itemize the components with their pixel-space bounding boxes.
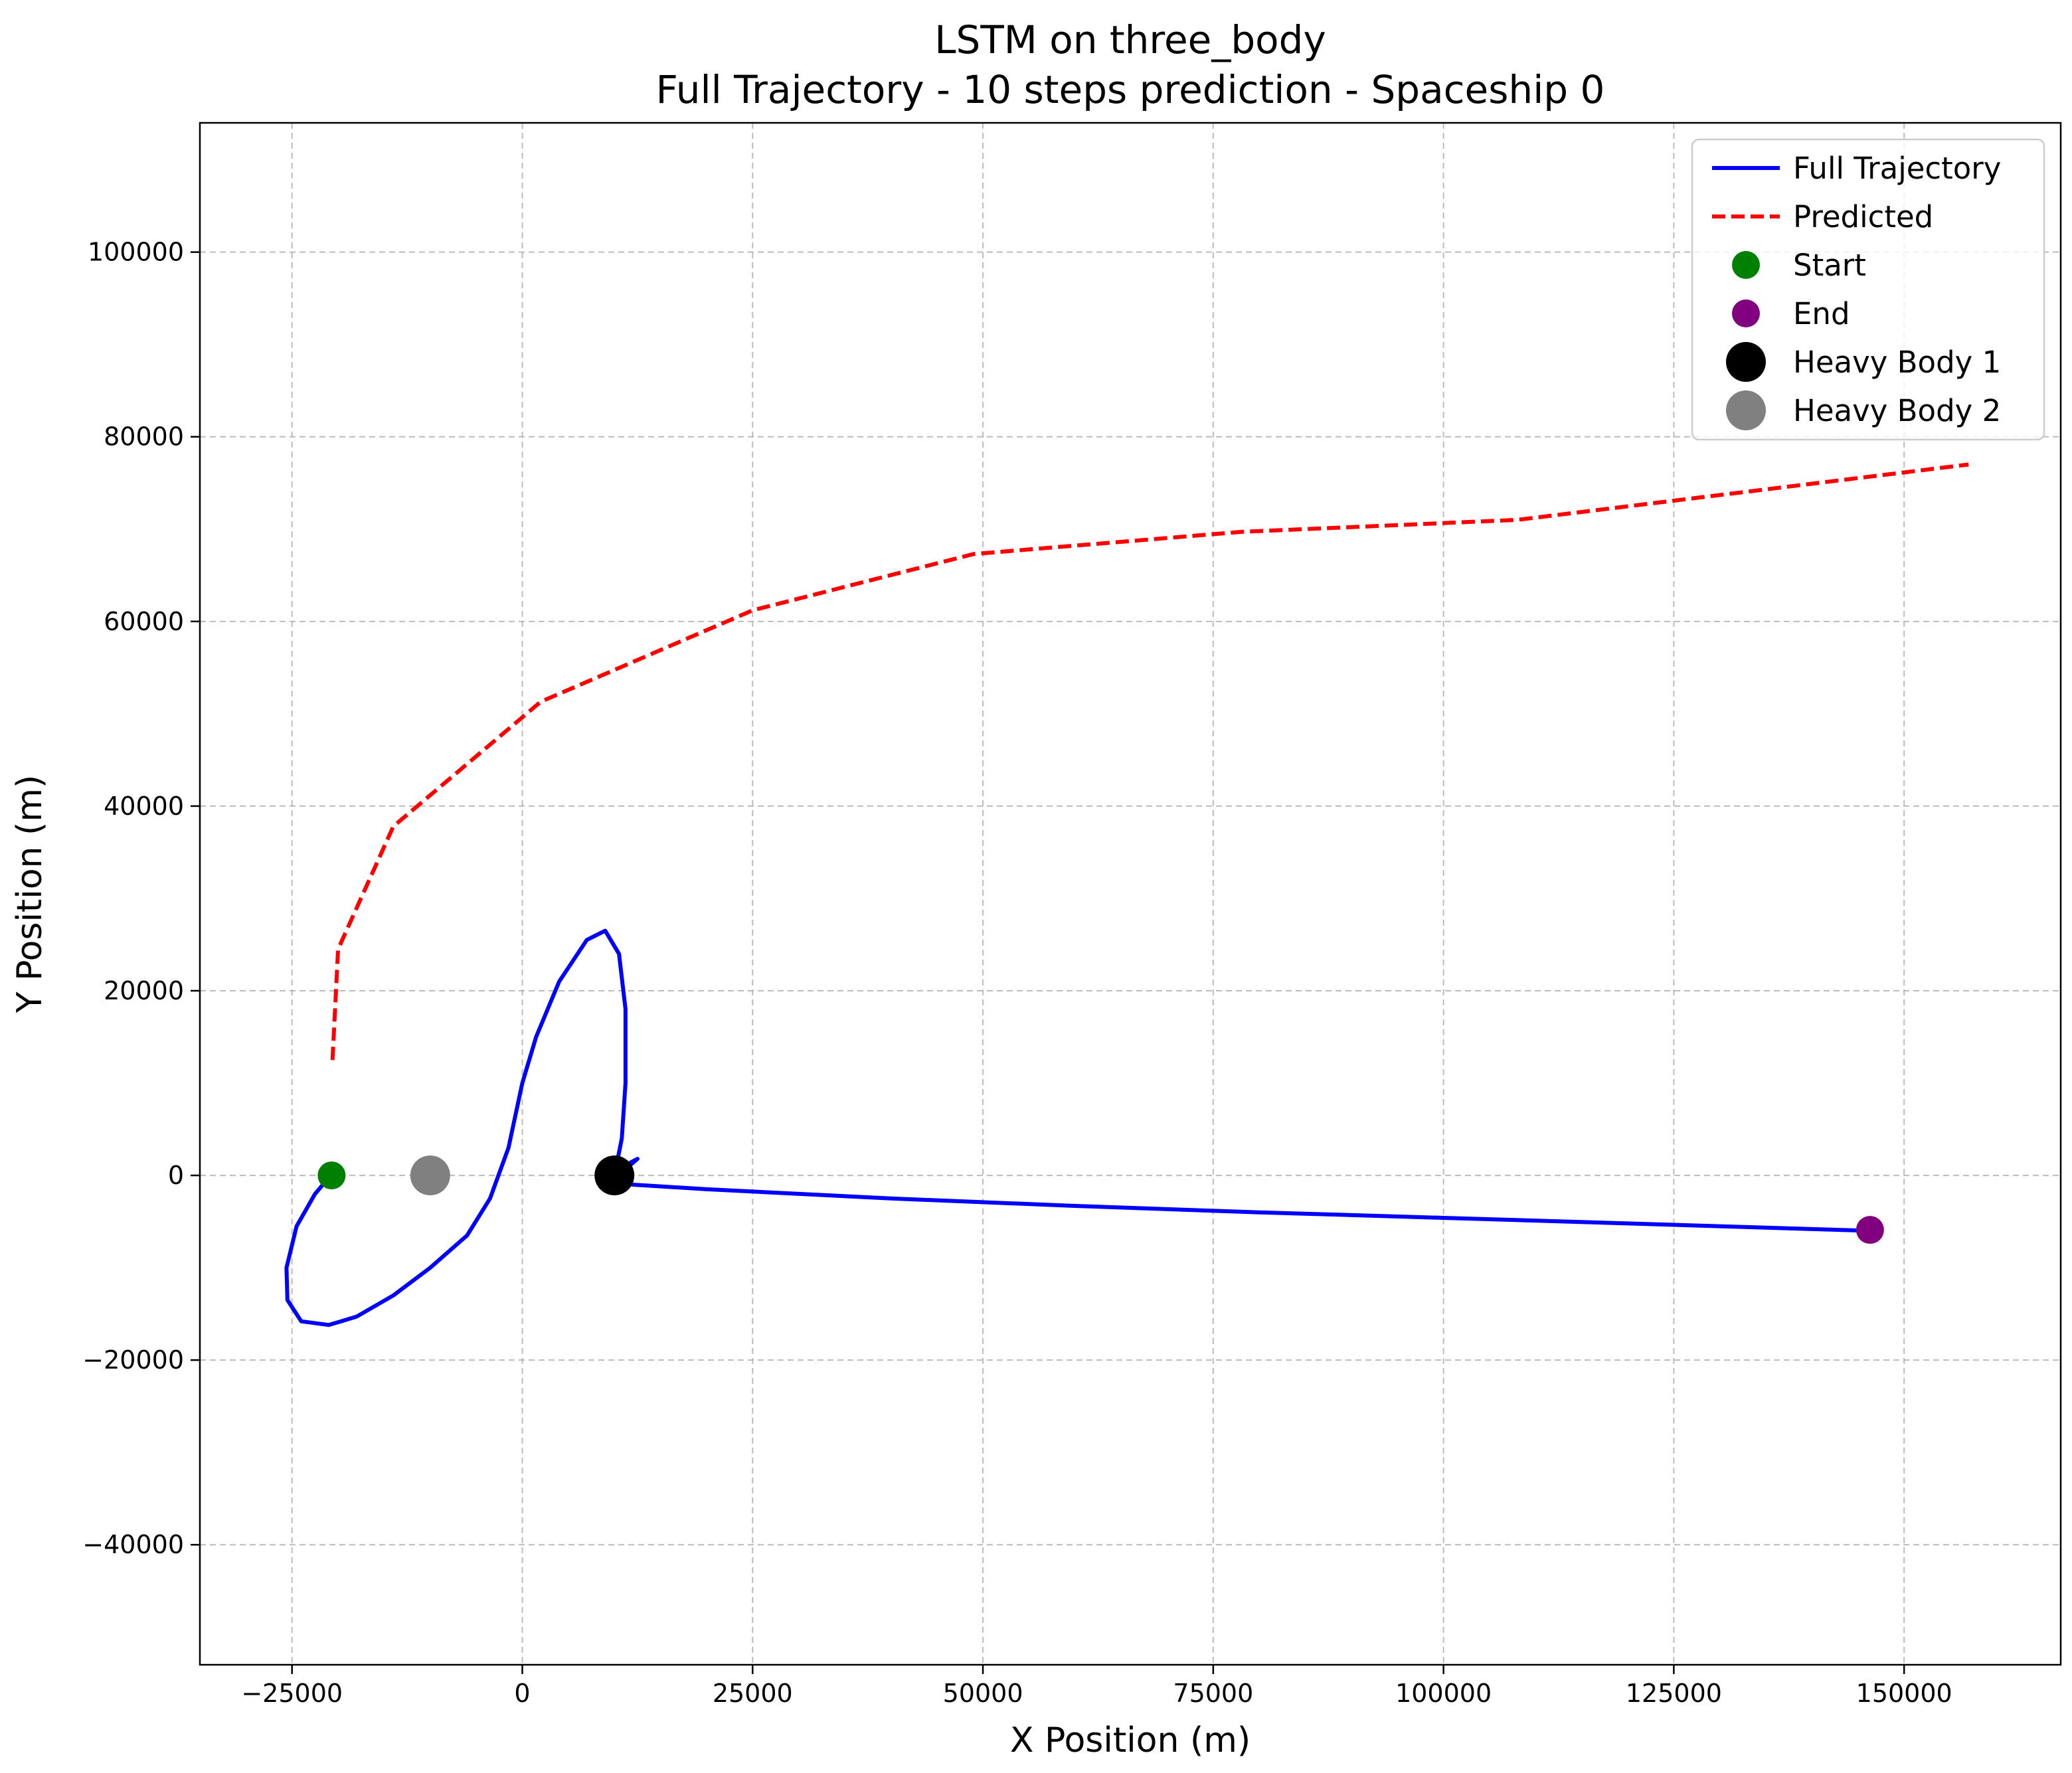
legend-heavy-body-1-swatch (1726, 342, 1766, 382)
y-tick-label: 100000 (88, 238, 184, 267)
legend-label: Heavy Body 2 (1793, 393, 2001, 428)
x-axis-label: X Position (m) (1010, 1721, 1251, 1760)
legend-label: End (1793, 296, 1850, 331)
legend-label: Start (1793, 248, 1866, 283)
x-tick-label: −25000 (241, 1679, 343, 1708)
chart-subtitle: Full Trajectory - 10 steps prediction - … (656, 67, 1605, 112)
x-tick-label: 75000 (1173, 1679, 1253, 1708)
plot-frame (199, 122, 2062, 1666)
x-tick-label: 150000 (1856, 1679, 1952, 1708)
y-tick-label: −40000 (82, 1530, 184, 1559)
legend-start-swatch (1732, 251, 1760, 279)
legend: Full Trajectory Predicted Start End Heavy Bo… (1691, 138, 2045, 441)
x-axis-ticks: −25000 0 25000 50000 75000 100000 125000 150000 (241, 1665, 1952, 1708)
chart-title: LSTM on three_body (934, 17, 1326, 62)
y-axis-label: Y Position (m) (10, 775, 50, 1014)
legend-label: Heavy Body 1 (1793, 345, 2001, 380)
y-tick-label: 0 (168, 1161, 184, 1190)
x-tick-label: 25000 (713, 1679, 793, 1708)
legend-label: Full Trajectory (1793, 151, 2001, 186)
heavy-body-1-marker (594, 1155, 635, 1196)
x-tick-label: 50000 (943, 1679, 1023, 1708)
heavy-body-2-marker (410, 1155, 450, 1196)
y-tick-label: 80000 (104, 422, 184, 452)
y-tick-label: −20000 (82, 1345, 184, 1375)
y-tick-label: 40000 (104, 792, 184, 821)
legend-heavy-body-2-swatch (1726, 390, 1766, 430)
predicted-line (330, 462, 1969, 1060)
plot-series (284, 462, 1969, 1327)
legend-end-swatch (1732, 299, 1760, 327)
legend-frame (1691, 138, 2045, 441)
y-axis-ticks: −40000 −20000 0 20000 40000 60000 80000 100000 (82, 238, 200, 1559)
grid-lines (200, 123, 2061, 1665)
x-tick-label: 125000 (1626, 1679, 1722, 1708)
full-trajectory-line (284, 928, 1871, 1327)
plot-markers (317, 1155, 1884, 1244)
y-tick-label: 20000 (104, 976, 184, 1005)
start-marker (317, 1161, 346, 1190)
end-marker (1856, 1216, 1884, 1244)
x-tick-label: 100000 (1395, 1679, 1492, 1708)
x-tick-label: 0 (514, 1679, 530, 1708)
legend-label: Predicted (1793, 199, 1933, 234)
y-tick-label: 60000 (104, 607, 184, 636)
